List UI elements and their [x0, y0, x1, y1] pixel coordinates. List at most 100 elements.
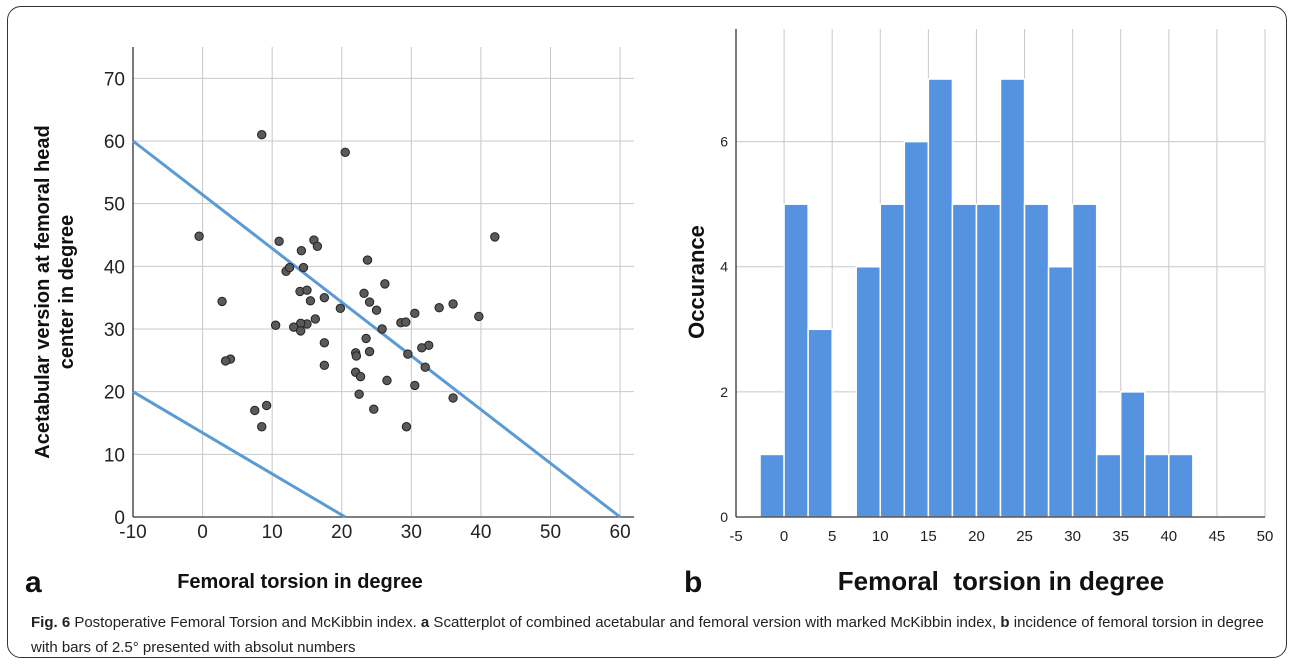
scatter-point	[305, 296, 316, 306]
histogram-bar	[1023, 203, 1050, 518]
x-tick-label: 50	[1257, 528, 1274, 545]
x-tick-label: 10	[262, 522, 283, 543]
scatter-point	[359, 288, 369, 298]
y-tick-label: 2	[720, 384, 728, 400]
scatter-point	[448, 393, 458, 403]
scatter-point	[302, 285, 312, 295]
scatter-point	[257, 130, 267, 140]
histogram-bar	[1119, 391, 1146, 518]
y-tick-label: 10	[104, 445, 125, 466]
scatter-point	[295, 326, 306, 336]
x-tick-label: 50	[540, 522, 561, 543]
histogram-bar	[951, 203, 978, 518]
x-tick-label: 25	[1016, 528, 1033, 545]
histogram-bar	[783, 203, 809, 518]
scatter-point	[250, 405, 260, 416]
caption-title: Postoperative Femoral Torsion and McKibb…	[70, 614, 421, 631]
histogram-bar	[999, 78, 1026, 518]
y-tick-label: 40	[104, 257, 125, 278]
scatter-point	[355, 371, 366, 382]
scatter-point	[274, 236, 284, 246]
y-tick-label: 60	[104, 132, 125, 153]
scatter-point	[420, 362, 430, 372]
caption-fig-label: Fig. 6	[31, 614, 71, 631]
x-axis-title: Femoral torsion in degree	[177, 571, 423, 593]
scatter-point	[362, 255, 373, 265]
scatter-point	[298, 262, 309, 273]
scatter-point	[257, 422, 267, 432]
scatter-point	[340, 147, 350, 157]
histogram-bar	[759, 453, 785, 518]
scatter-point	[319, 292, 330, 303]
x-tick-label: 20	[331, 522, 352, 543]
histogram-bar	[975, 203, 1002, 518]
scatter-point	[261, 400, 272, 411]
scatter-point	[194, 231, 204, 241]
scatter-point	[417, 343, 427, 353]
x-tick-label: 35	[1112, 528, 1129, 545]
panel-label-a: a	[25, 566, 42, 599]
scatter-point	[319, 360, 330, 371]
scatter-point	[312, 241, 323, 251]
scatter-point	[310, 314, 321, 324]
x-tick-label: -5	[729, 528, 742, 545]
y-axis-title-line2: center in degree	[56, 215, 78, 370]
x-tick-label: 5	[828, 528, 836, 545]
scatter-point	[403, 349, 413, 359]
scatter-point	[401, 422, 412, 432]
caption-a-text: Scatterplot of combined acetabular and f…	[429, 614, 1001, 631]
caption-b-text: incidence of femoral torsion in degree w…	[31, 614, 1264, 656]
y-tick-label: 0	[720, 509, 728, 525]
scatter-point	[410, 380, 420, 391]
x-tick-label: 10	[872, 528, 889, 545]
caption-b-label: b	[1000, 614, 1010, 631]
y-tick-label: 0	[114, 508, 125, 529]
scatter-point	[351, 351, 362, 361]
y-tick-label: 30	[104, 320, 125, 341]
scatter-point	[382, 375, 392, 386]
histogram-bar	[1168, 453, 1194, 518]
x-tick-label: 15	[920, 528, 937, 545]
histogram-bar	[807, 328, 833, 518]
scatter-point	[364, 297, 375, 307]
figure-caption: Fig. 6 Postoperative Femoral Torsion and…	[31, 610, 1271, 657]
x-tick-label: 60	[610, 522, 631, 543]
scatter-point	[474, 311, 484, 322]
x-tick-label: 0	[197, 522, 208, 543]
y-tick-label: 4	[720, 259, 728, 275]
mckibbin-line	[132, 139, 621, 519]
scatter-point	[220, 356, 231, 366]
scatter-point	[410, 308, 420, 319]
x-tick-label: 30	[1064, 528, 1081, 545]
caption-a-label: a	[420, 614, 430, 631]
scatter-point	[490, 232, 500, 242]
scatter-point	[377, 324, 387, 334]
y-tick-label: 70	[104, 69, 125, 90]
scatter-point	[371, 305, 382, 315]
y-tick-label: 20	[104, 383, 125, 404]
figure-frame: -10 0 10 20 30 40 50 60 0 10 20 30 40 50 60 70 Femoral t…	[7, 6, 1287, 658]
mckibbin-line	[132, 390, 346, 519]
histogram-bar	[903, 140, 930, 518]
scatter-point	[448, 299, 458, 309]
scatter-point	[296, 245, 307, 256]
histogram-bar	[1071, 203, 1098, 518]
x-tick-label: 40	[470, 522, 491, 543]
scatter-point	[217, 296, 227, 307]
histogram-bar	[879, 203, 906, 518]
histogram-bar	[927, 78, 954, 518]
histogram-bar	[1144, 453, 1170, 518]
scatter-point	[284, 262, 295, 273]
scatter-point	[434, 302, 444, 313]
scatter-point	[354, 389, 364, 399]
histogram-bar	[1047, 265, 1074, 518]
scatter-point	[270, 320, 281, 330]
y-axis-title: Occurance	[684, 225, 709, 339]
scatter-point	[380, 279, 390, 289]
x-tick-label: 0	[780, 528, 788, 545]
y-tick-label: 6	[720, 134, 728, 150]
x-tick-label: -10	[119, 522, 146, 543]
x-axis-title: Femoral torsion in degree	[838, 566, 1165, 596]
